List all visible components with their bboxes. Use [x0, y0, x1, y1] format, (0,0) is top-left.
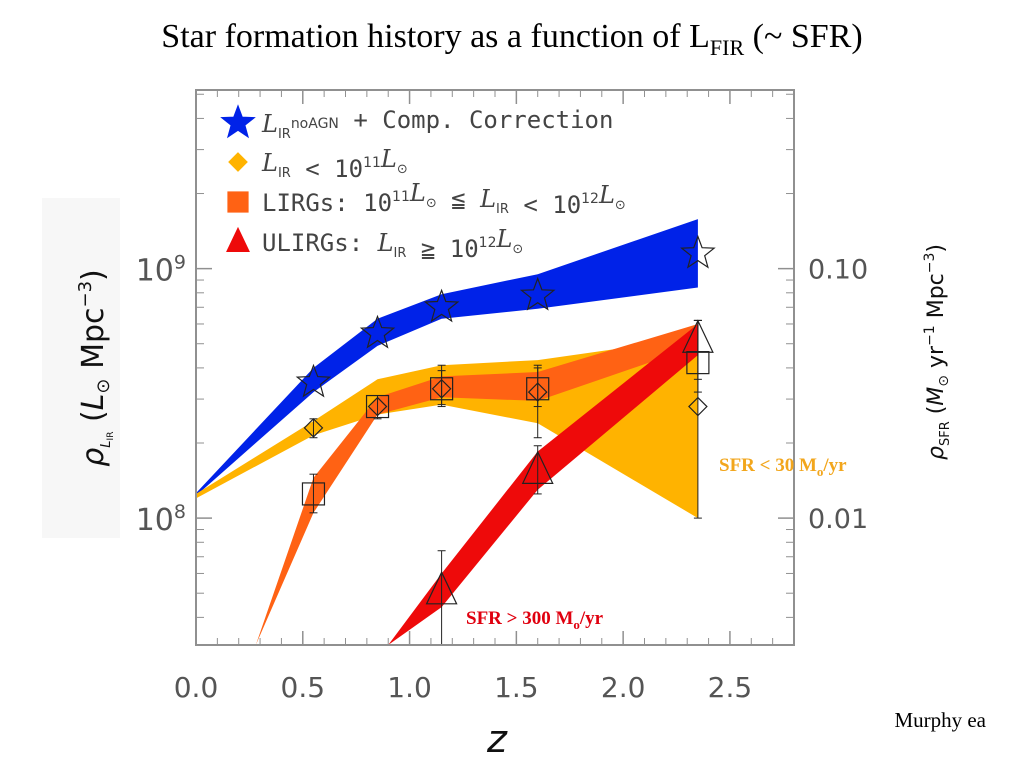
sfr-high-annotation: SFR > 300 Mo/yr [466, 608, 604, 632]
y-axis-label: ρLIR (L⊙ Mpc−3) [75, 269, 116, 467]
x-tick-label: 0.5 [281, 671, 326, 704]
point-series-2-5 [688, 396, 708, 417]
ylabel-background [42, 198, 120, 538]
x-axis-label: z [486, 717, 508, 761]
legend-label-1: LIRnoAGN + Comp. Correction [261, 106, 613, 142]
point-series-3-2 [365, 394, 390, 419]
y2-tick-label: 0.10 [808, 255, 868, 286]
point-series-3-4 [526, 377, 550, 401]
x-tick-label: 2.0 [601, 671, 646, 704]
x-tick-label: 0.0 [174, 671, 219, 704]
y2-axis-label: ρSFR (M⊙ yr−1 Mpc−3) [922, 244, 953, 460]
slide-title: Star formation history as a function of … [161, 18, 863, 60]
y-tick-label: 109 [136, 252, 186, 289]
point-series-3-1 [301, 482, 326, 506]
legend-marker-3 [227, 191, 249, 213]
x-tick-label: 1.0 [387, 671, 432, 704]
point-series-3-3 [430, 377, 454, 401]
point-series-1-1 [295, 363, 332, 398]
band-series-4 [388, 324, 698, 645]
point-series-2-1 [303, 418, 324, 438]
legend-label-4: ULIRGs: LIR ≧ 1012L⊙ [262, 225, 523, 263]
point-series-4-1 [425, 570, 458, 605]
point-series-4-3 [681, 319, 714, 353]
x-tick-label: 2.5 [708, 671, 753, 704]
legend-label-2: LIR < 1011L⊙ [261, 145, 408, 183]
point-series-4-2 [521, 450, 554, 484]
legend-label-3: LIRGs: 1011L⊙ ≦ LIR < 1012L⊙ [262, 179, 626, 219]
x-tick-label: 1.5 [494, 671, 539, 704]
sfr-low-annotation: SFR < 30 Mo/yr [719, 455, 847, 479]
legend-marker-1 [220, 104, 256, 139]
point-series-1-5 [680, 234, 716, 269]
legend-marker-4 [226, 226, 250, 252]
point-series-1-4 [519, 276, 556, 311]
point-series-1-3 [423, 288, 460, 323]
credit-text: Murphy ea [894, 708, 986, 732]
y2-tick-label: 0.01 [808, 504, 868, 535]
point-series-1-2 [359, 314, 396, 349]
band-series-1 [196, 219, 698, 496]
band-series-3 [255, 324, 698, 645]
y-tick-label: 108 [136, 501, 186, 538]
legend-marker-2 [228, 152, 248, 172]
